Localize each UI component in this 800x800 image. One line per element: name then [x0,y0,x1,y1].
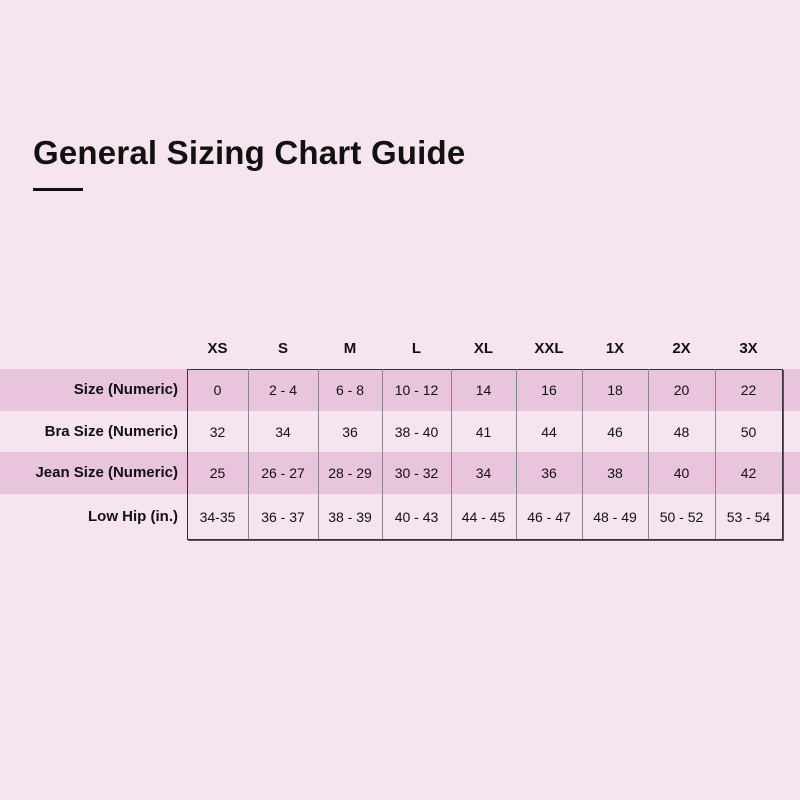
column-divider [582,369,583,539]
table-cell: 46 - 47 [527,508,571,525]
row-label: Bra Size (Numeric) [44,422,178,440]
table-cell: 34 [275,423,291,440]
table-cell: 48 [673,423,690,440]
column-divider [648,369,649,539]
table-cell: 10 - 12 [394,382,439,398]
column-divider [451,369,452,539]
column-header: 3X [739,340,758,357]
table-cell: 40 [673,465,690,481]
table-cell: 6 - 8 [335,382,364,398]
column-header: XXL [534,340,564,357]
row-stripe [0,452,800,494]
column-header: 1X [605,340,625,357]
table-cell: 48 - 49 [593,508,637,525]
table-cell: 41 [475,423,492,440]
table-cell: 20 [673,382,690,398]
table-cell: 38 - 39 [328,508,372,525]
table-cell: 2 - 4 [268,382,297,398]
table-cell: 38 - 40 [394,423,439,440]
table-cell: 44 - 45 [461,508,506,525]
table-cell: 50 - 52 [659,508,704,525]
row-label: Jean Size (Numeric) [35,464,178,481]
column-header: XS [207,340,228,357]
table-cell: 36 [541,465,557,481]
table-cell: 34-35 [199,508,236,525]
column-divider [516,369,517,539]
table-cell: 25 [209,465,226,481]
table-cell: 36 - 37 [261,508,305,525]
table-cell: 46 [607,423,623,440]
table-cell: 16 [541,382,557,398]
row-stripe [0,369,800,411]
column-divider [248,369,249,539]
table-cell: 42 [740,465,757,481]
table-cell: 14 [475,382,492,398]
table-cell: 0 [213,382,222,398]
table-cell: 38 [607,465,623,481]
table-cell: 53 - 54 [726,508,771,525]
column-header: 2X [672,340,691,357]
table-cell: 32 [209,423,226,440]
table-cell: 50 [740,423,757,440]
page-title: General Sizing Chart Guide [33,134,466,171]
table-cell: 26 - 27 [261,465,305,481]
table-cell: 34 [475,465,492,481]
title-underline [33,188,83,191]
column-divider [318,369,319,539]
column-header: M [343,340,357,357]
column-divider [715,369,716,539]
column-divider [382,369,383,539]
column-header: S [277,340,288,357]
table-cell: 30 - 32 [394,465,439,481]
column-header: XL [473,340,494,357]
table-cell: 36 [342,423,358,440]
table-cell: 28 - 29 [328,465,372,481]
table-cell: 18 [607,382,623,398]
table-border [187,369,783,540]
table-cell: 40 - 43 [394,508,439,525]
table-cell: 44 [541,423,557,440]
column-header: L [411,340,422,357]
row-label: Low Hip (in.) [88,507,178,525]
row-label: Size (Numeric) [73,381,178,398]
table-cell: 22 [740,382,757,398]
